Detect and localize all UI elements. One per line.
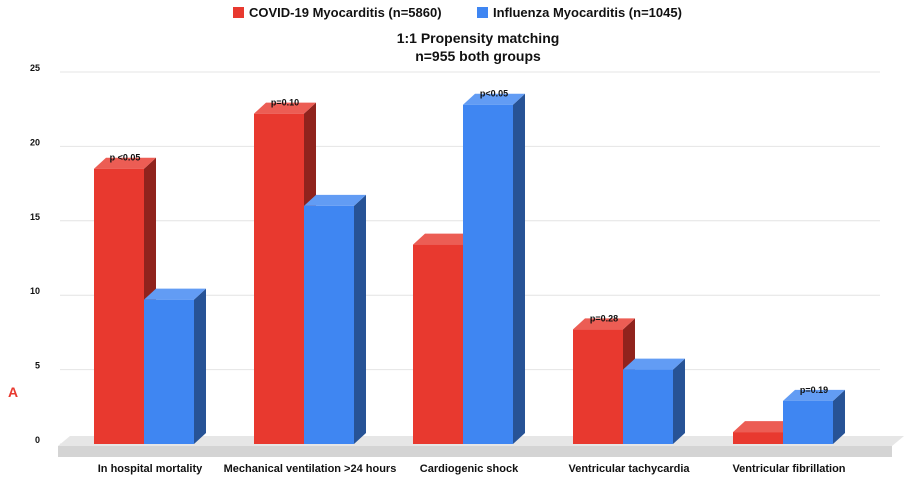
y-tick-label: 10 bbox=[30, 286, 40, 296]
bar-front bbox=[733, 432, 783, 444]
p-value-label: p <0.05 bbox=[110, 153, 141, 163]
bar-top bbox=[144, 288, 206, 300]
chart-subtitle: n=955 both groups bbox=[415, 48, 541, 64]
p-value-label: p=0.10 bbox=[271, 98, 299, 108]
bar-front bbox=[304, 205, 354, 444]
legend-label-1: Influenza Myocarditis (n=1045) bbox=[493, 5, 682, 20]
bar-1-1 bbox=[304, 194, 366, 444]
bar-side bbox=[513, 93, 525, 445]
bar-top bbox=[94, 157, 156, 169]
bar-front bbox=[94, 168, 144, 444]
bar-side bbox=[673, 358, 685, 444]
bar-front bbox=[463, 104, 513, 445]
y-tick-label: 20 bbox=[30, 137, 40, 147]
floor-front bbox=[58, 446, 892, 457]
bar-front bbox=[254, 113, 304, 444]
bar-top bbox=[623, 358, 685, 370]
x-tick-label: In hospital mortality bbox=[98, 463, 203, 475]
bar-1-4 bbox=[783, 389, 845, 444]
x-tick-label: Mechanical ventilation >24 hours bbox=[224, 463, 397, 475]
bar-front bbox=[623, 369, 673, 444]
y-axis: 0 5 10 15 20 25 bbox=[30, 63, 40, 445]
bar-front bbox=[144, 299, 194, 444]
bar-top bbox=[413, 233, 475, 245]
p-value-label: p<0.05 bbox=[480, 89, 508, 99]
bar-front bbox=[573, 329, 623, 444]
chart-title: 1:1 Propensity matching bbox=[397, 30, 560, 46]
x-tick-label: Cardiogenic shock bbox=[420, 463, 519, 475]
bar-top bbox=[733, 421, 795, 433]
legend: COVID-19 Myocarditis (n=5860) Influenza M… bbox=[233, 5, 682, 20]
y-tick-label: 5 bbox=[35, 361, 40, 371]
bar-side bbox=[354, 194, 366, 444]
panel-letter: A bbox=[8, 384, 18, 400]
bar-1-2 bbox=[463, 93, 525, 445]
p-value-label: p=0.28 bbox=[590, 313, 618, 323]
bar-top bbox=[783, 389, 845, 401]
x-axis: In hospital mortality Mechanical ventilat… bbox=[98, 463, 846, 475]
bar-0-0 bbox=[94, 157, 156, 444]
bar-top bbox=[254, 102, 316, 114]
p-value-annotations: p <0.05 p=0.10 p<0.05 p=0.28 p=0.19 bbox=[110, 89, 829, 395]
y-tick-label: 15 bbox=[30, 212, 40, 222]
bar-front bbox=[413, 244, 463, 444]
bar-side bbox=[194, 288, 206, 444]
p-value-label: p=0.19 bbox=[800, 385, 828, 395]
legend-label-0: COVID-19 Myocarditis (n=5860) bbox=[249, 5, 442, 20]
bar-front bbox=[783, 400, 833, 444]
y-tick-label: 0 bbox=[35, 435, 40, 445]
bar-top bbox=[573, 318, 635, 330]
bar-top bbox=[463, 93, 525, 105]
x-tick-label: Ventricular fibrillation bbox=[732, 463, 845, 475]
y-tick-label: 25 bbox=[30, 63, 40, 73]
x-tick-label: Ventricular tachycardia bbox=[568, 463, 690, 475]
bars bbox=[94, 93, 845, 445]
bar-side bbox=[833, 389, 845, 444]
legend-swatch-1 bbox=[477, 7, 488, 18]
legend-swatch-0 bbox=[233, 7, 244, 18]
bar-top bbox=[304, 194, 366, 206]
bar-1-0 bbox=[144, 288, 206, 444]
bar-1-3 bbox=[623, 358, 685, 444]
